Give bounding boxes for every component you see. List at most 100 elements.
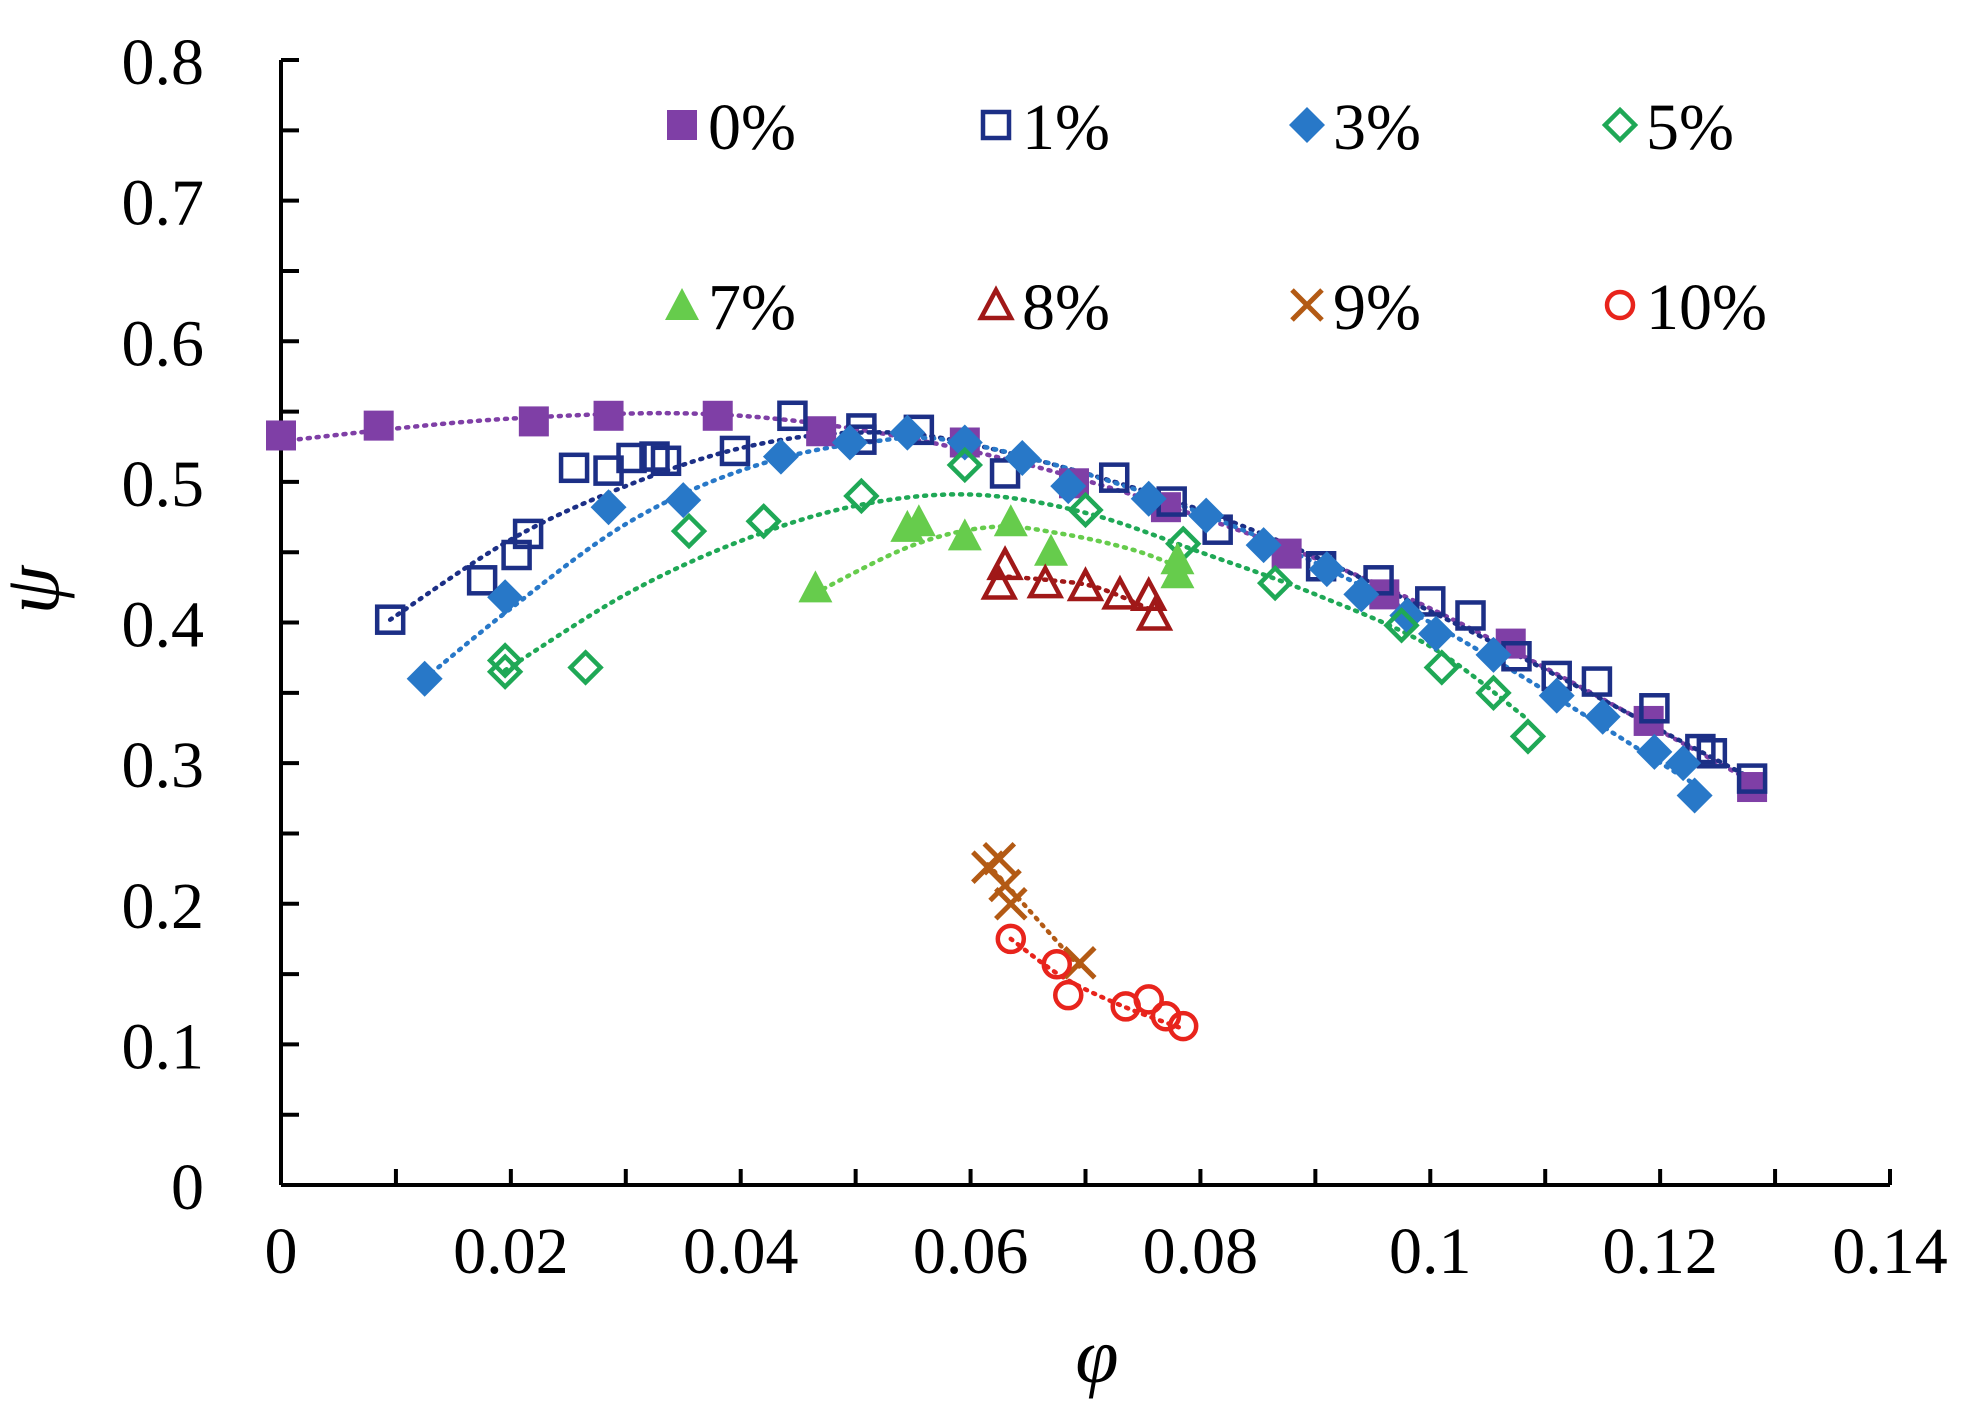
- data-point: [374, 604, 406, 635]
- y-tick-label: 0.1: [122, 1010, 205, 1083]
- data-point: [406, 660, 443, 697]
- data-point: [1737, 772, 1768, 803]
- data-point: [466, 565, 498, 596]
- data-point: [1256, 564, 1294, 602]
- legend-label: 10%: [1646, 271, 1767, 344]
- data-point: [1538, 677, 1575, 714]
- data-point: [1034, 533, 1069, 566]
- data-point: [1363, 565, 1394, 596]
- x-tick-label: 0.02: [453, 1215, 569, 1288]
- data-point: [1455, 600, 1486, 631]
- data-point: [843, 477, 880, 515]
- y-tick-label: 0.7: [122, 167, 205, 240]
- y-tick-label: 0.5: [122, 448, 205, 521]
- data-point: [593, 400, 624, 431]
- data-point: [1665, 745, 1702, 782]
- data-point: [1676, 777, 1713, 814]
- data-point: [889, 414, 926, 451]
- data-point: [995, 923, 1027, 955]
- trendline-7pct: [813, 524, 1180, 596]
- data-point: [558, 452, 590, 484]
- data-point: [1509, 718, 1547, 755]
- data-point: [1188, 497, 1225, 534]
- data-point: [1066, 566, 1105, 602]
- data-point: [486, 642, 524, 679]
- data-point: [762, 438, 799, 475]
- data-markers: [266, 400, 1768, 1042]
- legend-marker: [665, 288, 699, 320]
- legend-item: 8%: [977, 271, 1110, 344]
- data-point: [512, 518, 544, 550]
- data-point: [518, 406, 549, 437]
- legend-item: 0%: [667, 91, 796, 164]
- series-5pct: [486, 446, 1547, 755]
- data-point: [1041, 948, 1073, 980]
- data-point: [1160, 556, 1195, 589]
- data-point: [670, 512, 708, 550]
- y-tick-label: 0.2: [122, 870, 205, 943]
- y-tick-label: 0: [171, 1151, 204, 1224]
- y-tick-label: 0.4: [122, 589, 205, 662]
- data-point: [590, 489, 627, 526]
- legend-item: 3%: [1289, 91, 1421, 164]
- data-point: [986, 545, 1024, 581]
- x-tick-label: 0.12: [1602, 1215, 1718, 1288]
- series-7pct: [798, 504, 1195, 603]
- axes: 0 0.02 0.04 0.06 0.08 0.1 0.12 0.14 0 0.1 0.2 0.3 0.…: [122, 26, 1948, 1288]
- legend: 0% 1% 3% 5% 7% 8% 9% 10%: [665, 91, 1767, 344]
- y-axis-label: ψ: [0, 564, 75, 614]
- series-3pct: [406, 414, 1713, 814]
- legend-label: 9%: [1333, 271, 1421, 344]
- x-tick-label: 0.04: [683, 1215, 799, 1288]
- legend-marker: [1601, 106, 1639, 144]
- data-point: [719, 435, 751, 467]
- data-point: [702, 400, 733, 431]
- legend-label: 7%: [708, 271, 796, 344]
- data-point: [1418, 615, 1455, 652]
- data-point: [989, 458, 1021, 489]
- x-tick-label: 0.06: [913, 1215, 1029, 1288]
- data-point: [745, 503, 782, 540]
- data-point: [665, 482, 702, 519]
- legend-label: 3%: [1333, 91, 1421, 164]
- x-axis-label: φ: [1075, 1312, 1118, 1399]
- data-point: [1636, 733, 1673, 770]
- x-tick-label: 0.1: [1389, 1215, 1472, 1288]
- legend-marker: [1604, 289, 1636, 321]
- data-point: [831, 424, 868, 461]
- data-point: [1475, 636, 1512, 673]
- data-point: [1101, 574, 1139, 610]
- data-point: [1343, 576, 1380, 613]
- data-point: [616, 442, 647, 474]
- data-point: [363, 410, 394, 441]
- data-point: [1736, 763, 1768, 794]
- trendline-5pct: [502, 492, 1531, 722]
- data-point: [777, 400, 808, 432]
- data-point: [988, 868, 1022, 903]
- data-point: [980, 564, 1019, 600]
- data-point: [1062, 946, 1097, 980]
- data-point: [994, 886, 1028, 921]
- data-point: [1245, 527, 1282, 564]
- y-tick-label: 0.8: [122, 26, 205, 99]
- trendline-8pct: [997, 573, 1157, 614]
- x-tick-label: 0.08: [1143, 1215, 1259, 1288]
- data-point: [901, 504, 936, 537]
- legend-label: 1%: [1022, 91, 1110, 164]
- data-point: [1475, 674, 1512, 711]
- data-point: [1167, 1010, 1199, 1042]
- data-point: [1581, 666, 1613, 697]
- legend-label: 8%: [1022, 271, 1110, 344]
- series-10pct: [995, 923, 1199, 1042]
- data-point: [1639, 693, 1670, 724]
- data-point: [1584, 698, 1621, 735]
- data-point: [1053, 979, 1084, 1011]
- data-point: [1696, 738, 1728, 769]
- y-tick-label: 0.6: [122, 307, 205, 380]
- legend-marker: [980, 109, 1012, 141]
- data-point: [1050, 468, 1087, 505]
- legend-marker: [1289, 107, 1325, 143]
- legend-marker: [667, 110, 697, 140]
- data-point: [1383, 607, 1420, 644]
